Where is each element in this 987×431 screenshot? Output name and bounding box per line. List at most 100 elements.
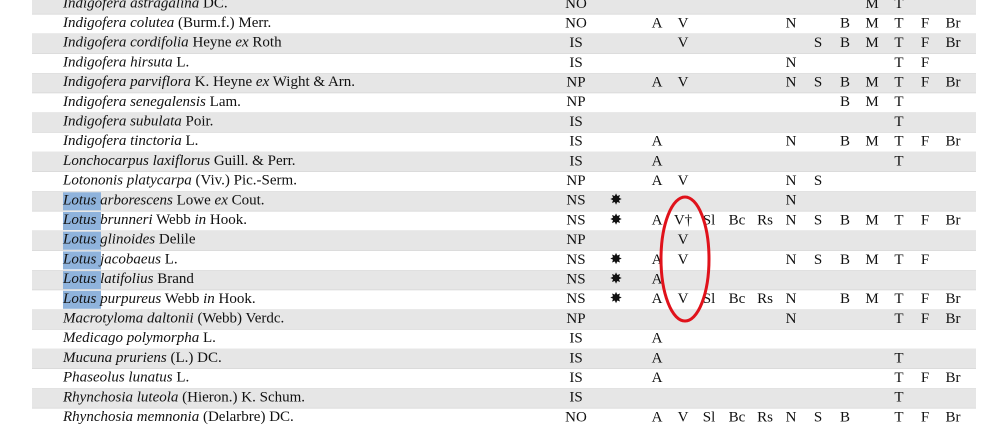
name-part: Rhynchosia luteola — [62, 390, 178, 406]
row-stripe — [32, 230, 976, 251]
star: ✸ — [610, 291, 623, 307]
name-part: (Burm.f.) Merr. — [174, 15, 271, 31]
code: F — [921, 15, 929, 31]
species-name: Lotus arborescens Lowe ex Cout. — [62, 193, 265, 209]
species-name: Indigofera cordifolia Heyne ex Roth — [62, 35, 282, 51]
name-part: Heyne — [189, 35, 236, 51]
name-part: L. — [173, 370, 190, 386]
species-name: Indigofera astragalina DC. — [62, 0, 228, 12]
code: B — [840, 94, 850, 110]
name-part: Hook. — [215, 291, 256, 307]
name-part: Delile — [155, 232, 196, 248]
name-part: (L.) DC. — [167, 350, 222, 366]
status: IS — [569, 134, 582, 150]
code: Br — [946, 212, 961, 228]
code: T — [894, 55, 903, 71]
code: M — [865, 15, 878, 31]
code: Br — [946, 311, 961, 327]
status: NO — [565, 409, 587, 425]
status: IS — [569, 350, 582, 366]
code: A — [652, 134, 663, 150]
code: F — [921, 252, 929, 268]
name-part: ex — [215, 193, 229, 209]
code: V — [678, 35, 689, 51]
code: M — [865, 291, 878, 307]
name-part: K. Heyne — [191, 75, 256, 91]
species-name: Indigofera colutea (Burm.f.) Merr. — [62, 15, 271, 31]
status: NS — [566, 272, 585, 288]
code: Bc — [729, 409, 746, 425]
code: N — [786, 212, 797, 228]
code: T — [894, 291, 903, 307]
row-stripe — [32, 73, 976, 93]
code: Bc — [729, 212, 746, 228]
code: B — [840, 252, 850, 268]
row-stripe — [32, 270, 976, 290]
code: V — [678, 252, 689, 268]
species-name: Indigofera senegalensis Lam. — [62, 94, 241, 110]
status: NP — [566, 75, 585, 91]
name-part: Lotus — [62, 232, 97, 248]
code: V — [678, 232, 689, 248]
species-name: Medicago polymorpha L. — [62, 331, 216, 347]
name-part: Wight & Arn. — [269, 75, 355, 91]
name-part: Lotus — [62, 212, 97, 228]
name-part: L. — [182, 134, 199, 150]
name-part: latifolius — [96, 272, 153, 288]
code: Rs — [757, 409, 773, 425]
status: IS — [569, 35, 582, 51]
species-name: Lotus glinoides Delile — [62, 232, 196, 248]
code: N — [786, 55, 797, 71]
species-name: Rhynchosia memnonia (Delarbre) DC. — [62, 409, 294, 425]
name-part: purpureus — [96, 291, 161, 307]
code: A — [652, 350, 663, 366]
name-part: (Delarbre) DC. — [199, 409, 294, 425]
name-part: Lotus — [62, 252, 97, 268]
code: B — [840, 212, 850, 228]
code: M — [865, 94, 878, 110]
code: A — [652, 15, 663, 31]
code: T — [894, 35, 903, 51]
code: V — [678, 409, 689, 425]
code: A — [652, 291, 663, 307]
code: M — [865, 134, 878, 150]
code: Br — [946, 15, 961, 31]
row-stripe — [32, 33, 976, 54]
code: T — [894, 252, 903, 268]
highlight — [63, 251, 101, 270]
name-part: Indigofera astragalina — [62, 0, 199, 12]
name-part: Medicago polymorpha — [62, 331, 199, 347]
highlight — [63, 212, 101, 230]
code: N — [786, 409, 797, 425]
name-part: Webb — [161, 291, 203, 307]
code: V — [678, 75, 689, 91]
code: N — [786, 173, 797, 189]
name-part: Lotus — [62, 291, 97, 307]
code: V — [678, 15, 689, 31]
code: S — [814, 173, 822, 189]
code: N — [786, 193, 797, 209]
name-part: Phaseolus lunatus — [62, 370, 173, 386]
code: A — [652, 409, 663, 425]
code: Rs — [757, 212, 773, 228]
code: S — [814, 409, 822, 425]
code: F — [921, 370, 929, 386]
code: A — [652, 331, 663, 347]
code: T — [894, 114, 903, 130]
code: F — [921, 134, 929, 150]
name-part: arborescens — [96, 193, 173, 209]
species-name: Mucuna pruriens (L.) DC. — [62, 350, 222, 366]
code: F — [921, 75, 929, 91]
code: Br — [946, 75, 961, 91]
name-part: Hook. — [206, 212, 247, 228]
name-part: Indigofera colutea — [62, 15, 174, 31]
code: A — [652, 370, 663, 386]
code: F — [921, 55, 929, 71]
code: T — [894, 134, 903, 150]
star: ✸ — [610, 212, 623, 228]
code: S — [814, 75, 822, 91]
code: T — [894, 212, 903, 228]
code: T — [894, 94, 903, 110]
